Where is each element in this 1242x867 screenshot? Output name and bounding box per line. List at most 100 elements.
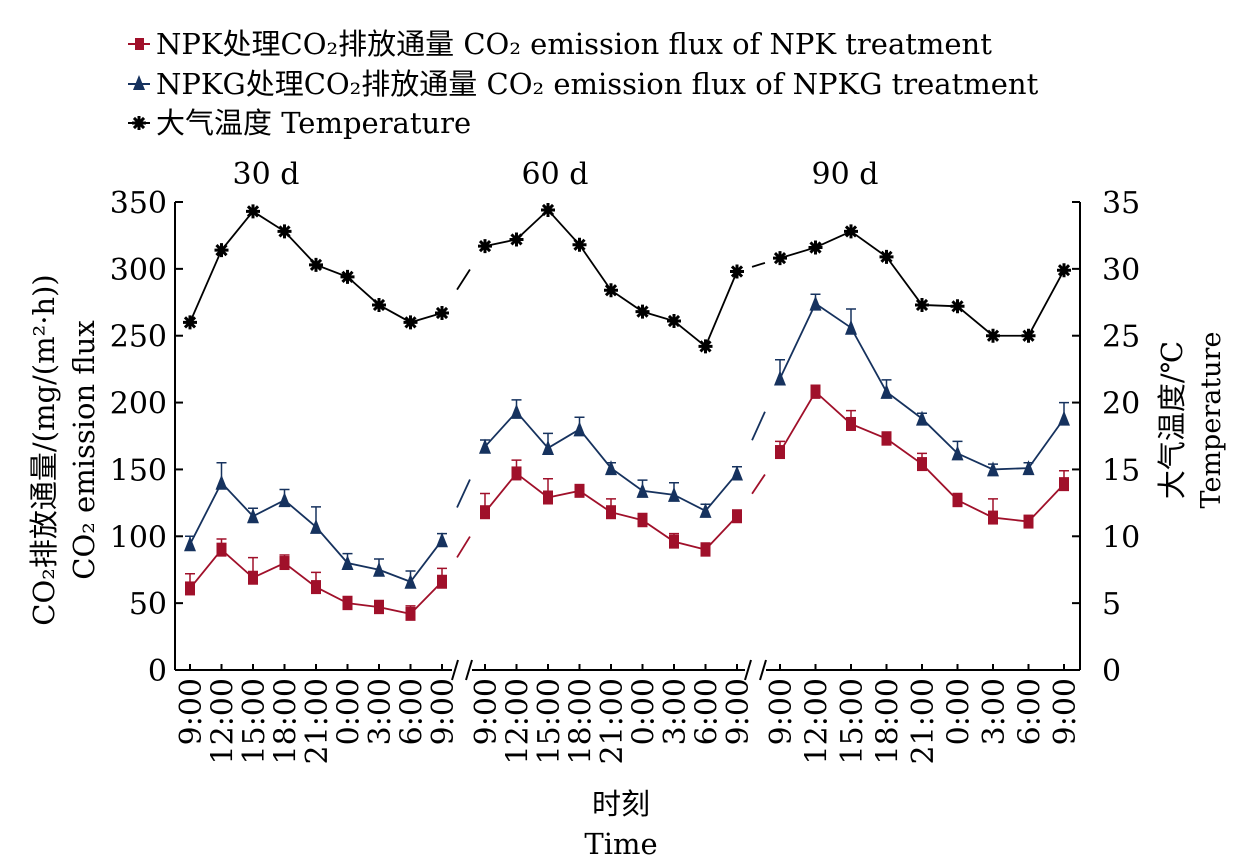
x-tick-label: 6:00 — [690, 678, 725, 745]
npkg-point — [479, 438, 491, 454]
npkg-point — [573, 421, 586, 437]
temp-point — [183, 315, 197, 330]
x-axis-label-en: Time — [584, 827, 657, 861]
y-right-tick-label: 5 — [1102, 587, 1121, 622]
x-tick-label: 21:00 — [595, 678, 630, 764]
temp-point — [435, 305, 449, 320]
npk-point — [511, 466, 522, 481]
x-tick-label: 3:00 — [658, 678, 693, 745]
npkg-point — [341, 555, 354, 571]
npk-point — [480, 505, 490, 520]
x-tick-label: 9:00 — [764, 678, 799, 745]
temp-break-connector — [456, 269, 471, 291]
npkg-break-connector — [751, 411, 766, 441]
y-right-tick-label: 25 — [1102, 320, 1140, 355]
y-right-tick-label: 0 — [1102, 654, 1121, 689]
panel-title: 60 d — [522, 157, 589, 192]
temp-point — [986, 328, 1000, 343]
npk-point — [216, 542, 227, 557]
y-right-title-en: Temperature — [1196, 332, 1227, 509]
x-tick-label: 9:00 — [426, 678, 461, 745]
npkg-point — [510, 403, 523, 419]
npkg-point — [215, 474, 228, 490]
y-right-tick-label: 30 — [1102, 253, 1140, 288]
temp-point — [808, 240, 823, 255]
legend-item-npk: NPK处理CO₂排放通量 CO₂ emission flux of NPK tr… — [128, 27, 992, 61]
x-axis-label-cn: 时刻 — [592, 787, 650, 821]
axis-break-mark — [465, 659, 473, 681]
npkg-point — [880, 383, 893, 399]
npk-point — [405, 606, 416, 621]
npkg-point — [542, 440, 554, 456]
axis-break-mark — [451, 659, 459, 681]
x-tick-label: 9:00 — [469, 678, 504, 745]
x-tick-label: 9:00 — [1048, 678, 1083, 745]
x-tick-label: 3:00 — [977, 678, 1012, 745]
x-tick-label: 18:00 — [269, 678, 304, 764]
axis-break-mark — [744, 659, 752, 681]
npk-point — [988, 510, 998, 525]
npkg-point — [668, 486, 680, 502]
y-left-tick-label: 0 — [148, 654, 167, 689]
x-tick-label: 9:00 — [174, 678, 209, 745]
legend-label-temp: 大气温度 Temperature — [156, 106, 471, 140]
x-tick-label: 21:00 — [300, 678, 335, 764]
x-tick-label: 15:00 — [237, 678, 272, 764]
npk-point — [917, 457, 927, 472]
x-tick-label: 0:00 — [627, 678, 662, 745]
npkg-point — [636, 482, 649, 498]
npk-point — [637, 513, 648, 528]
break-connectors — [456, 261, 766, 558]
npk-point — [248, 570, 258, 585]
npk-break-connector — [751, 474, 766, 495]
legend-item-npkg: NPKG处理CO₂排放通量 CO₂ emission flux of NPKG … — [128, 67, 1039, 101]
npkg-point — [951, 445, 964, 461]
x-tick-label: 3:00 — [363, 678, 398, 745]
npk-point — [342, 596, 353, 611]
temp-point — [541, 203, 555, 218]
npkg-point — [373, 561, 385, 577]
npkg-point — [605, 460, 617, 476]
npkg-point — [809, 295, 822, 311]
npkg-point — [278, 492, 291, 508]
y-left-title-en: CO₂ emission flux — [67, 320, 101, 580]
x-tick-label: 12:00 — [501, 678, 536, 764]
legend-label-npk: NPK处理CO₂排放通量 CO₂ emission flux of NPK tr… — [156, 27, 992, 61]
y-left-tick-label: 200 — [110, 387, 167, 422]
x-tick-label: 12:00 — [206, 678, 241, 764]
temp-point — [698, 339, 713, 354]
y-left-label-cn: CO₂排放通量/(mg/(m²·h)) — [27, 274, 61, 625]
npk-point — [543, 490, 553, 505]
npk-point — [775, 445, 785, 460]
axes: 0 50 100 150 200 250 300 350 0 5 10 15 20 25 30 35 — [110, 186, 1140, 689]
temp-point — [667, 314, 681, 329]
temp-point — [604, 283, 618, 298]
npk-point — [952, 493, 963, 508]
npk-point — [881, 431, 892, 446]
legend-item-temp: 大气温度 Temperature — [128, 106, 471, 140]
temp-point — [915, 297, 929, 312]
temp-point — [214, 243, 229, 258]
temp-point — [509, 232, 524, 247]
panel-title: 30 d — [233, 157, 300, 192]
npkg-point — [310, 518, 322, 534]
x-tick-label: 18:00 — [564, 678, 599, 764]
temp-point — [1021, 328, 1036, 343]
temp-point — [277, 224, 292, 239]
npk-point — [669, 534, 679, 549]
y-left-tick-label: 150 — [110, 453, 167, 488]
temp-point — [844, 224, 858, 239]
y-left-tick-label: 250 — [110, 320, 167, 355]
npkg-point — [699, 502, 712, 518]
panel-30d: 30 d9:0012:0015:0018:0021:000:003:006:00… — [174, 157, 461, 764]
y-right-tick-label: 10 — [1102, 520, 1140, 555]
temp-line — [484, 208, 738, 348]
y-left-tick-label: 350 — [110, 186, 167, 221]
temp-point — [950, 299, 965, 314]
x-tick-label: 15:00 — [835, 678, 870, 764]
x-tick-label: 6:00 — [395, 678, 430, 745]
x-tick-label: 0:00 — [942, 678, 977, 745]
npk-point — [279, 556, 290, 571]
temp-point — [246, 204, 260, 219]
